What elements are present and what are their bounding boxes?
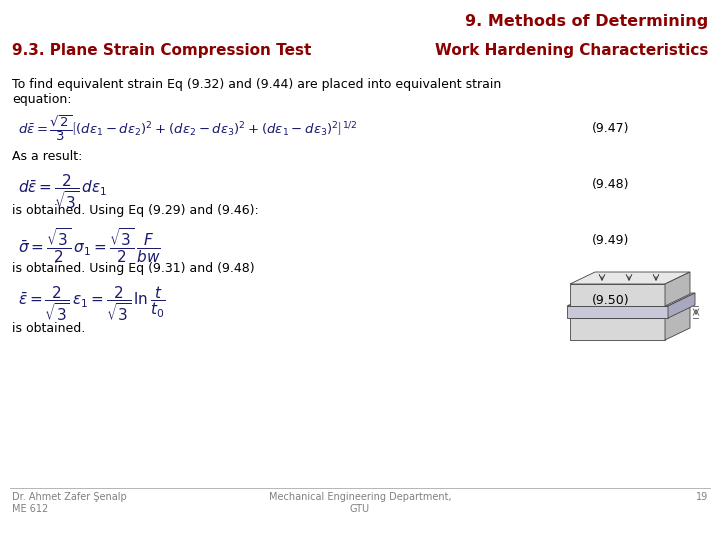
- Text: $d\bar{\varepsilon} = \dfrac{\sqrt{2}}{3}\left[\left(d\varepsilon_1 - d\varepsil: $d\bar{\varepsilon} = \dfrac{\sqrt{2}}{3…: [18, 113, 358, 143]
- Text: $\bar{\varepsilon} = \dfrac{2}{\sqrt{3}}\,\varepsilon_1 = \dfrac{2}{\sqrt{3}}\,\: $\bar{\varepsilon} = \dfrac{2}{\sqrt{3}}…: [18, 284, 166, 323]
- Text: $\bar{\sigma} = \dfrac{\sqrt{3}}{2}\,\sigma_1 = \dfrac{\sqrt{3}}{2}\,\dfrac{F}{b: $\bar{\sigma} = \dfrac{\sqrt{3}}{2}\,\si…: [18, 226, 161, 265]
- Text: 19: 19: [696, 492, 708, 502]
- Polygon shape: [567, 293, 695, 306]
- Polygon shape: [665, 306, 690, 340]
- Text: is obtained. Using Eq (9.29) and (9.46):: is obtained. Using Eq (9.29) and (9.46):: [12, 204, 258, 217]
- Text: 9.3. Plane Strain Compression Test: 9.3. Plane Strain Compression Test: [12, 43, 311, 58]
- Polygon shape: [570, 284, 665, 306]
- Polygon shape: [567, 306, 668, 318]
- Polygon shape: [570, 318, 665, 340]
- Polygon shape: [665, 272, 690, 306]
- Text: To find equivalent strain Eq (9.32) and (9.44) are placed into equivalent strain: To find equivalent strain Eq (9.32) and …: [12, 78, 501, 91]
- Text: As a result:: As a result:: [12, 150, 82, 163]
- Text: Dr. Ahmet Zafer Şenalp: Dr. Ahmet Zafer Şenalp: [12, 492, 127, 502]
- Text: (9.50): (9.50): [592, 294, 629, 307]
- Text: is obtained.: is obtained.: [12, 322, 85, 335]
- Text: Work Hardening Characteristics: Work Hardening Characteristics: [435, 43, 708, 58]
- Polygon shape: [570, 306, 690, 318]
- Text: (9.48): (9.48): [592, 178, 629, 191]
- Text: $d\bar{\varepsilon} = \dfrac{2}{\sqrt{3}}\,d\varepsilon_1$: $d\bar{\varepsilon} = \dfrac{2}{\sqrt{3}…: [18, 172, 107, 211]
- Polygon shape: [570, 272, 690, 284]
- Polygon shape: [668, 293, 695, 318]
- Text: equation:: equation:: [12, 93, 71, 106]
- Text: Mechanical Engineering Department,: Mechanical Engineering Department,: [269, 492, 451, 502]
- Text: (9.47): (9.47): [592, 122, 629, 135]
- Text: 9. Methods of Determining: 9. Methods of Determining: [464, 14, 708, 29]
- Text: (9.49): (9.49): [592, 234, 629, 247]
- Text: GTU: GTU: [350, 504, 370, 514]
- Text: ME 612: ME 612: [12, 504, 48, 514]
- Text: is obtained. Using Eq (9.31) and (9.48): is obtained. Using Eq (9.31) and (9.48): [12, 262, 255, 275]
